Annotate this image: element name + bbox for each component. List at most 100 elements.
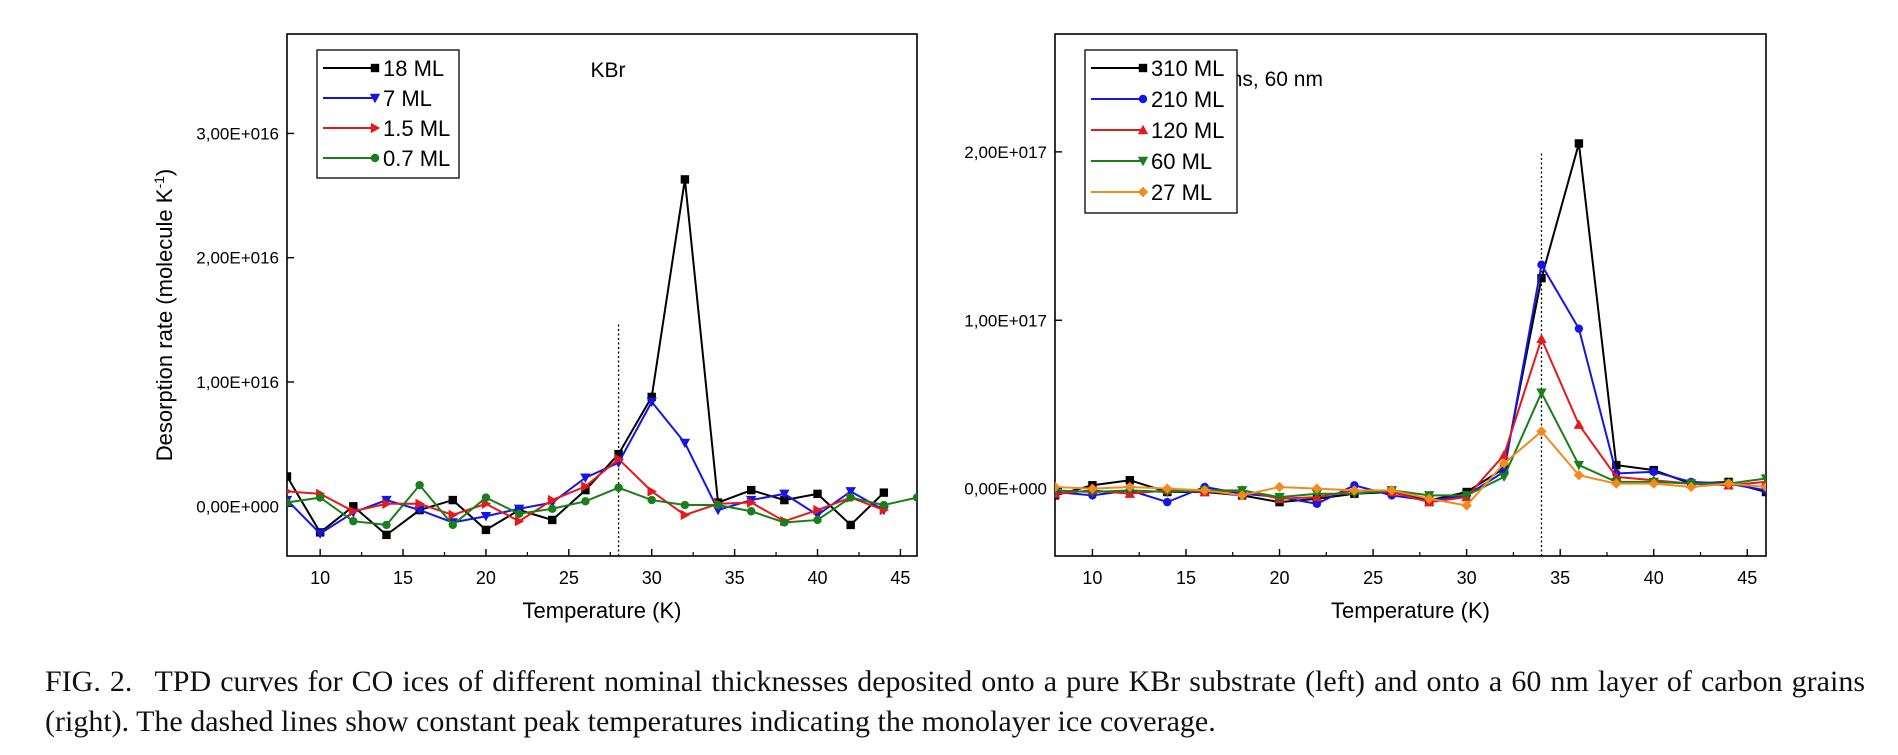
data-point (1573, 469, 1585, 481)
y-tick-label: 3,00E+016 (196, 124, 279, 143)
data-point (879, 488, 889, 497)
figure-canvas: 10 15 20 25 30 35 40 45 0,00E+000 1,00E+016 2,00E+… (151, 33, 1767, 623)
data-point (1498, 472, 1510, 483)
data-point (747, 497, 757, 508)
legend-marker (370, 153, 380, 163)
legend-label: 60 ML (1151, 149, 1212, 174)
series-line (1055, 335, 1766, 504)
data-point (713, 500, 723, 510)
data-point (1312, 499, 1322, 508)
y-tick-label: 2,00E+017 (964, 143, 1047, 162)
data-point (513, 504, 525, 514)
data-point (1311, 489, 1323, 499)
x-tick-label: 30 (642, 568, 662, 588)
data-point (1055, 488, 1061, 498)
x-tick-label: 15 (393, 568, 413, 588)
x-tick-label: 10 (310, 568, 330, 588)
data-point (647, 486, 657, 497)
data-point (1573, 419, 1585, 429)
series-210-ml (1055, 260, 1766, 508)
y-tick-label: 2,00E+016 (196, 249, 279, 268)
caption-label: FIG. 2. (45, 665, 133, 698)
data-point (580, 473, 591, 483)
data-point (1274, 481, 1285, 493)
data-point (1461, 500, 1472, 511)
data-point (647, 495, 656, 505)
data-point (448, 509, 458, 521)
data-point (349, 502, 358, 511)
data-point (1236, 490, 1248, 501)
legend-box (1084, 49, 1238, 214)
plot-frame (1054, 33, 1767, 557)
data-point (780, 518, 789, 527)
legend: 310 ML 210 ML 120 ML 60 ML 27 ML (1084, 49, 1238, 214)
data-point (480, 512, 492, 522)
x-tick-label: 20 (1270, 568, 1290, 588)
x-tick-label: 40 (808, 568, 828, 588)
data-point (680, 175, 690, 184)
data-point (747, 507, 756, 516)
data-point (314, 529, 326, 539)
y-tick-label: 1,00E+016 (196, 373, 279, 392)
data-point (1611, 478, 1622, 489)
data-point (287, 488, 293, 495)
data-point (679, 438, 691, 449)
data-point (514, 509, 524, 518)
series-line (1055, 261, 1766, 505)
data-point (813, 515, 822, 525)
figure-caption: FIG. 2. TPD curves for CO ices of differe… (45, 662, 1865, 742)
data-point (1163, 497, 1172, 507)
chart-2: 10 15 20 25 30 35 40 45 0,00E+000 1,00E+017 2,00E+… (964, 33, 1767, 623)
data-point (349, 506, 359, 517)
y-axis-label-main: Desorption rate (molecule K (152, 188, 177, 461)
data-point (1760, 481, 1766, 493)
data-point (1349, 485, 1360, 496)
data-point (414, 505, 425, 516)
data-point (349, 517, 358, 526)
x-tick-label: 35 (725, 568, 745, 588)
y-tick-label: 1,00E+017 (964, 311, 1047, 330)
data-point (1424, 493, 1435, 504)
data-point (382, 520, 391, 530)
data-point (1498, 449, 1510, 460)
legend-marker (1138, 63, 1148, 73)
series-120-ml (1055, 333, 1766, 507)
legend-label: 120 ML (1151, 118, 1224, 143)
data-point (548, 504, 557, 513)
x-axis-label: Temperature (K) (523, 598, 682, 623)
data-point (647, 392, 656, 402)
legend-marker (370, 63, 380, 73)
x-tick-label: 40 (1644, 568, 1664, 588)
data-point (481, 525, 491, 535)
data-point (1536, 388, 1547, 398)
x-tick-label: 20 (476, 568, 496, 588)
legend: 18 ML 7 ML 1.5 ML 0.7 ML (316, 49, 460, 179)
x-tick-label: 45 (890, 568, 910, 588)
data-point (1574, 324, 1584, 333)
caption-text: TPD curves for CO ices of different nomi… (45, 665, 1865, 738)
data-point (287, 498, 292, 507)
data-point (1760, 474, 1766, 484)
data-point (287, 472, 292, 481)
data-point (1162, 483, 1173, 494)
data-point (912, 493, 917, 502)
chart-title: KBr (590, 59, 625, 82)
data-point (1536, 333, 1547, 343)
data-point (382, 498, 392, 509)
data-point (548, 515, 557, 525)
data-point (846, 520, 855, 530)
data-point (1055, 481, 1061, 493)
data-point (813, 504, 823, 516)
data-point (780, 495, 789, 505)
data-point (845, 487, 856, 497)
legend-label: 27 ML (1151, 180, 1212, 205)
data-point (1199, 485, 1210, 496)
data-point (1537, 273, 1546, 283)
data-point (879, 500, 889, 510)
data-point (481, 493, 491, 502)
series-line (287, 400, 885, 535)
y-tick-label: 0,00E+000 (196, 497, 279, 516)
y-axis-label: Desorption rate (molecule K-1) (151, 169, 177, 461)
x-axis-label: Temperature (K) (1331, 598, 1490, 623)
y-axis-label-superscript: -1 (151, 176, 167, 189)
